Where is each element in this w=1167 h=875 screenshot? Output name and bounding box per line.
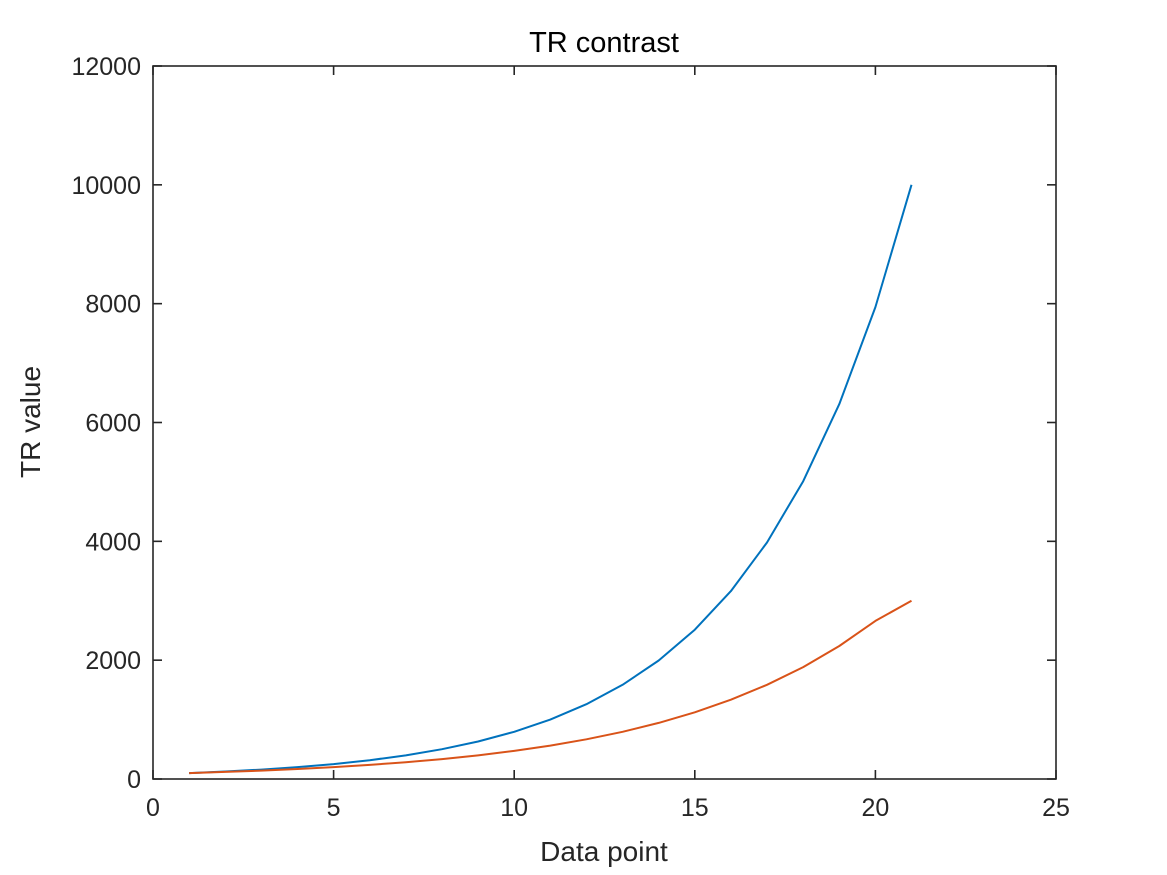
series-line-1 xyxy=(189,184,913,775)
y-tick-label: 4000 xyxy=(85,528,141,556)
series-line-2 xyxy=(189,599,912,775)
y-tick-label: 2000 xyxy=(85,647,141,675)
y-tick-label: 0 xyxy=(127,766,141,794)
series-layer xyxy=(189,184,913,775)
y-axis-title: TR value xyxy=(15,366,46,478)
y-tick-label: 6000 xyxy=(85,410,141,438)
x-tick-label: 10 xyxy=(500,794,528,822)
plot-area-frame xyxy=(152,65,1057,780)
x-tick-label: 0 xyxy=(146,794,160,822)
chart-title: TR contrast xyxy=(529,27,679,59)
x-tick-label: 25 xyxy=(1042,794,1070,822)
x-tick-label: 15 xyxy=(681,794,709,822)
y-tick-label: 12000 xyxy=(71,53,141,81)
x-tick-label: 5 xyxy=(327,794,341,822)
y-tick-label: 8000 xyxy=(85,291,141,319)
tick-labels: 0 5 10 15 20 25 0 2000 4000 6000 8000 10000 12000 xyxy=(71,53,1069,822)
tick-marks xyxy=(152,65,1057,780)
y-tick-label: 10000 xyxy=(71,172,141,200)
x-tick-label: 20 xyxy=(861,794,889,822)
x-axis-title: Data point xyxy=(540,836,668,867)
